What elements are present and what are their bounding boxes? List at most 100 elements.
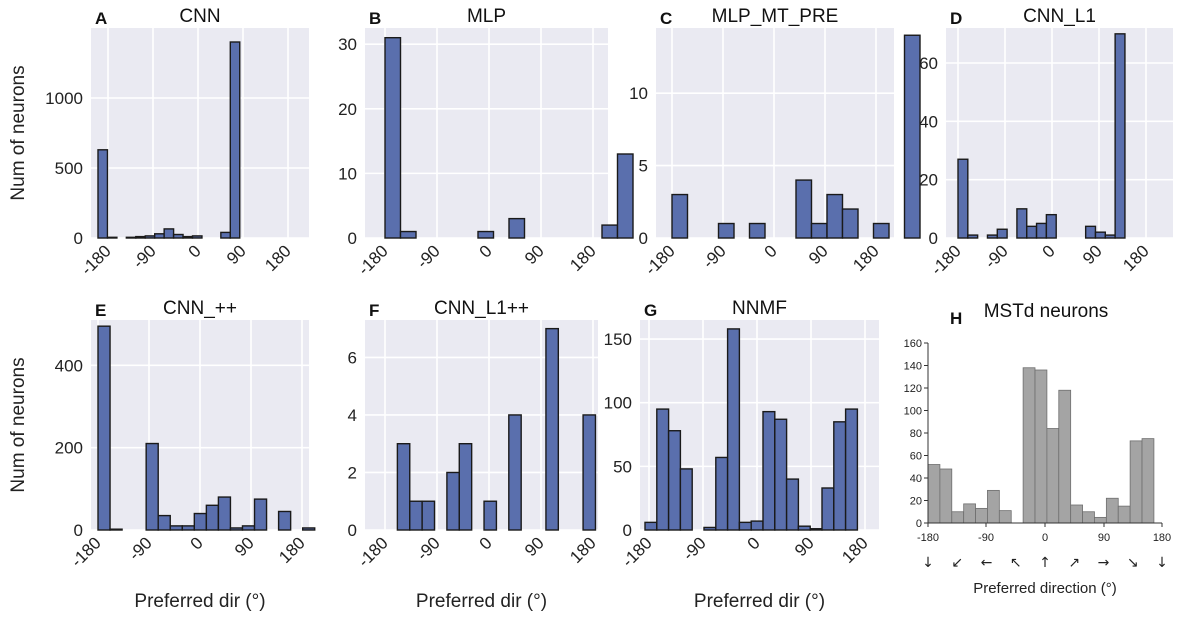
plot-background	[365, 28, 608, 238]
y-tick-label: 100	[604, 394, 632, 413]
histogram-bar	[762, 410, 776, 531]
histogram-bar	[1129, 440, 1143, 524]
histogram-bar	[396, 442, 411, 531]
x-tick-label: -180	[354, 241, 391, 278]
histogram-bar	[785, 478, 800, 531]
plot-background	[946, 28, 1173, 238]
y-tick-label: 10	[338, 164, 357, 183]
histogram-bar	[671, 193, 689, 239]
histogram-bar	[582, 414, 597, 531]
x-tick-label: 0	[187, 533, 207, 553]
y-tick-label: 20	[338, 100, 357, 119]
histogram-bar	[872, 222, 890, 239]
histogram-bar	[656, 408, 670, 531]
histogram-bar	[1094, 231, 1106, 239]
histogram-bar	[421, 500, 436, 531]
x-tick-label: 90	[521, 241, 548, 268]
x-tick-label: 0	[476, 533, 496, 553]
histogram-bar	[1105, 497, 1119, 524]
x-axis-label: Preferred direction (°)	[973, 580, 1117, 597]
histogram-bar	[193, 512, 208, 531]
x-tick-label: -90	[413, 533, 444, 564]
panel-title: CNN_L1++	[434, 298, 529, 319]
x-tick-label: -180	[917, 532, 939, 544]
histogram-bar	[996, 228, 1008, 239]
histogram-bar	[241, 525, 256, 531]
panel-title: MLP	[467, 6, 506, 27]
y-tick-label: 6	[348, 348, 357, 367]
y-tick-label: 20	[910, 496, 922, 508]
histogram-bar	[667, 430, 682, 531]
x-tick-label: 180	[838, 533, 871, 566]
histogram-bar	[508, 414, 522, 531]
histogram-bar	[833, 421, 847, 531]
x-tick-label: 180	[275, 533, 308, 566]
histogram-bar	[616, 153, 634, 239]
histogram-bar	[679, 468, 693, 531]
histogram-bar	[951, 511, 965, 524]
histogram-bar	[903, 34, 921, 239]
direction-arrow-icon: ↗	[1068, 555, 1080, 571]
histogram-bar	[172, 233, 184, 239]
histogram-bar	[703, 526, 717, 531]
panel-h: 0 20 40 60 80 100 120 140 160 -180 -90 0 90 180 ↓ ↙ ← ↖ ↑ ↗…	[904, 301, 1172, 597]
x-tick-label: -90	[125, 533, 156, 564]
histogram-bar	[163, 228, 175, 239]
y-tick-label: 500	[55, 159, 83, 178]
histogram-bar	[987, 489, 1000, 524]
x-tick-label: 90	[521, 533, 548, 560]
panel-title: CNN_++	[163, 298, 237, 319]
histogram-bar	[483, 500, 498, 531]
x-tick-label: 0	[476, 241, 496, 261]
histogram-bar	[153, 233, 165, 239]
direction-arrow-icon: ↖	[1010, 555, 1022, 571]
histogram-bar	[229, 527, 244, 531]
histogram-bar	[1034, 369, 1048, 524]
histogram-bar	[182, 235, 194, 239]
histogram-bar	[229, 41, 241, 239]
x-tick-label: 180	[849, 241, 882, 274]
histogram-bar	[508, 217, 526, 239]
histogram-bar	[181, 525, 196, 531]
y-tick-label: 60	[919, 54, 938, 73]
panel-title: MSTd neurons	[984, 301, 1109, 322]
histogram-bar	[477, 230, 495, 239]
histogram-bar	[545, 327, 560, 531]
x-tick-label: 90	[1079, 241, 1106, 268]
histogram-bar	[277, 510, 292, 531]
x-tick-label: 180	[1153, 532, 1171, 544]
y-tick-label: 10	[629, 84, 648, 103]
histogram-bar	[1114, 33, 1126, 239]
histogram-bar	[458, 442, 473, 531]
histogram-bar	[939, 468, 953, 524]
histogram-bar	[1070, 504, 1083, 524]
x-tick-label: 0	[744, 533, 764, 553]
histogram-bar	[157, 514, 171, 531]
y-tick-label: 150	[604, 330, 632, 349]
x-tick-label: 90	[1098, 532, 1110, 544]
histogram-bar	[844, 408, 859, 531]
histogram-bar	[821, 487, 835, 531]
histogram-bar	[774, 418, 788, 531]
y-tick-label: 120	[904, 383, 922, 395]
histogram-bar	[191, 235, 203, 239]
panel-letter: B	[369, 9, 381, 28]
histogram-bar	[986, 234, 998, 239]
histogram-bar	[810, 222, 828, 239]
y-tick-label: 0	[74, 521, 83, 540]
x-tick-label: 180	[1119, 241, 1152, 274]
panel-title: NNMF	[732, 298, 787, 319]
y-tick-label: 0	[639, 229, 648, 248]
histogram-bar	[601, 224, 619, 239]
panel-letter: C	[660, 9, 672, 28]
y-tick-label: 200	[55, 439, 83, 458]
histogram-bar	[125, 236, 137, 239]
histogram-bar	[97, 325, 111, 531]
histogram-bar	[1035, 222, 1048, 239]
direction-arrow-icon: ↓	[922, 555, 934, 571]
histogram-bar	[998, 510, 1012, 524]
histogram-bar	[715, 456, 729, 531]
